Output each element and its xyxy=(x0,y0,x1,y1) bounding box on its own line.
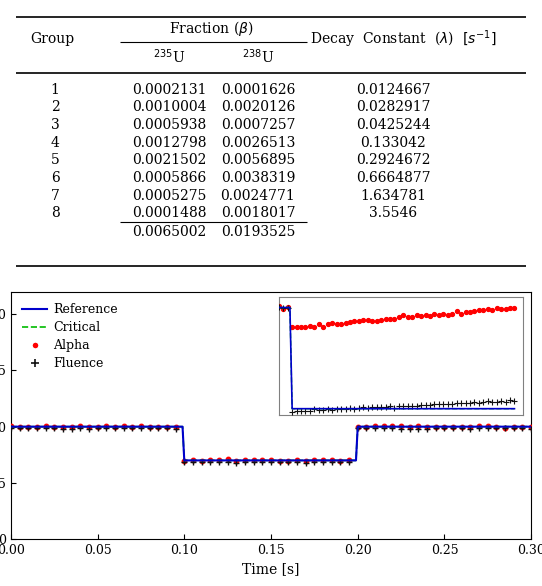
Text: 0.0012798: 0.0012798 xyxy=(132,135,207,149)
Legend: Reference, Critical, Alpha, Fluence: Reference, Critical, Alpha, Fluence xyxy=(17,298,123,375)
Text: 5: 5 xyxy=(51,154,60,167)
Text: $^{235}$U: $^{235}$U xyxy=(153,48,186,66)
X-axis label: Time [s]: Time [s] xyxy=(242,563,300,577)
Text: 0.0425244: 0.0425244 xyxy=(356,118,430,132)
Text: 0.6664877: 0.6664877 xyxy=(356,171,430,185)
Text: Fraction ($\beta$): Fraction ($\beta$) xyxy=(169,19,254,38)
Text: 0.0026513: 0.0026513 xyxy=(221,135,295,149)
Text: 0.0056895: 0.0056895 xyxy=(221,154,295,167)
Text: 0.0018017: 0.0018017 xyxy=(221,206,295,220)
Text: 0.0010004: 0.0010004 xyxy=(132,100,207,114)
Text: 6: 6 xyxy=(51,171,60,185)
Text: 0.0193525: 0.0193525 xyxy=(221,225,295,239)
Text: 0.0005275: 0.0005275 xyxy=(132,189,207,203)
Text: 0.0038319: 0.0038319 xyxy=(221,171,295,185)
Text: 1.634781: 1.634781 xyxy=(360,189,426,203)
Text: Group: Group xyxy=(30,32,75,46)
Text: 4: 4 xyxy=(50,135,60,149)
Text: 7: 7 xyxy=(50,189,60,203)
Text: 8: 8 xyxy=(51,206,60,220)
Text: 1: 1 xyxy=(50,83,60,97)
Text: 0.0005938: 0.0005938 xyxy=(132,118,207,132)
Text: 0.0282917: 0.0282917 xyxy=(356,100,430,114)
Text: 0.0021502: 0.0021502 xyxy=(132,154,207,167)
Text: 0.0001488: 0.0001488 xyxy=(132,206,207,220)
Text: 0.2924672: 0.2924672 xyxy=(356,154,430,167)
Text: 3: 3 xyxy=(51,118,60,132)
Text: 0.133042: 0.133042 xyxy=(360,135,426,149)
Text: $^{238}$U: $^{238}$U xyxy=(242,48,274,66)
Text: 0.0007257: 0.0007257 xyxy=(221,118,295,132)
Text: 2: 2 xyxy=(51,100,60,114)
Text: 0.0002131: 0.0002131 xyxy=(132,83,207,97)
Text: 0.0020126: 0.0020126 xyxy=(221,100,295,114)
Text: 0.0024771: 0.0024771 xyxy=(221,189,295,203)
Text: 3.5546: 3.5546 xyxy=(369,206,417,220)
Text: 0.0005866: 0.0005866 xyxy=(132,171,207,185)
Text: 0.0065002: 0.0065002 xyxy=(132,225,207,239)
Text: Decay  Constant  ($\lambda$)  $[s^{-1}]$: Decay Constant ($\lambda$) $[s^{-1}]$ xyxy=(311,28,497,50)
Text: 0.0124667: 0.0124667 xyxy=(356,83,430,97)
Text: 0.0001626: 0.0001626 xyxy=(221,83,295,97)
